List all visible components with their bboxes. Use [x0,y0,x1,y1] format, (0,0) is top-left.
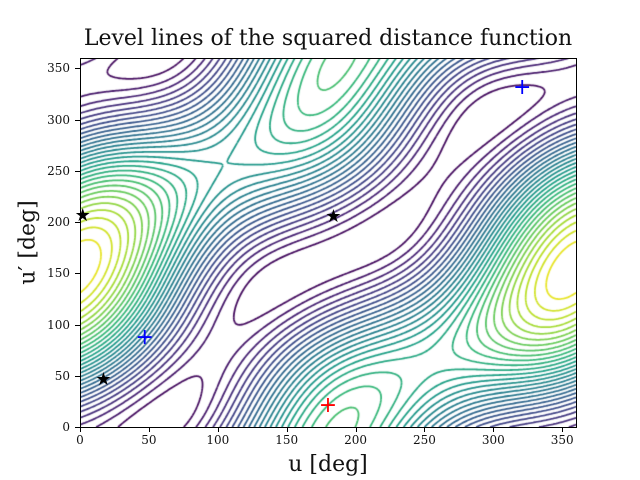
x-tick [355,427,357,432]
plot-area [80,58,576,427]
x-tick-label: 300 [481,433,505,447]
y-tick [75,170,80,172]
y-tick [75,222,80,223]
y-tick-label: 50 [54,368,70,383]
x-tick-label: 0 [76,433,84,447]
y-tick [75,427,80,428]
x-tick [424,427,426,432]
x-tick [80,427,81,432]
contour-canvas [80,58,576,427]
chart-title: Level lines of the squared distance func… [83,26,573,51]
plus-marker: + [513,74,532,100]
y-tick [75,324,80,326]
x-tick-label: 150 [275,433,299,447]
y-tick-label: 150 [47,266,70,281]
y-tick-label: 0 [62,420,70,434]
axes-frame [80,58,577,428]
plus-marker: + [135,324,154,350]
x-tick-label: 350 [550,433,574,447]
y-tick-label: 100 [47,317,70,332]
star-marker: ★ [74,204,91,226]
y-tick-label: 250 [47,163,70,178]
y-tick [75,68,80,70]
x-tick-label: 200 [344,433,367,447]
y-tick-label: 300 [47,112,70,127]
x-axis-label: u [deg] [288,452,368,477]
x-tick-label: 250 [412,433,436,447]
y-tick [75,375,80,377]
star-marker: ★ [325,205,342,227]
plus-marker: + [318,392,338,418]
x-tick [217,427,219,432]
y-tick [75,273,80,275]
x-tick [562,427,564,432]
x-tick-label: 100 [206,433,230,447]
x-tick-label: 50 [141,433,157,447]
star-marker: ★ [95,368,112,390]
x-tick [286,427,288,432]
y-axis-label: u′ [deg] [15,200,41,285]
y-tick-label: 350 [47,61,70,76]
x-tick [493,427,495,432]
x-tick [148,427,150,432]
y-tick [75,119,80,121]
y-tick-label: 200 [47,215,70,229]
